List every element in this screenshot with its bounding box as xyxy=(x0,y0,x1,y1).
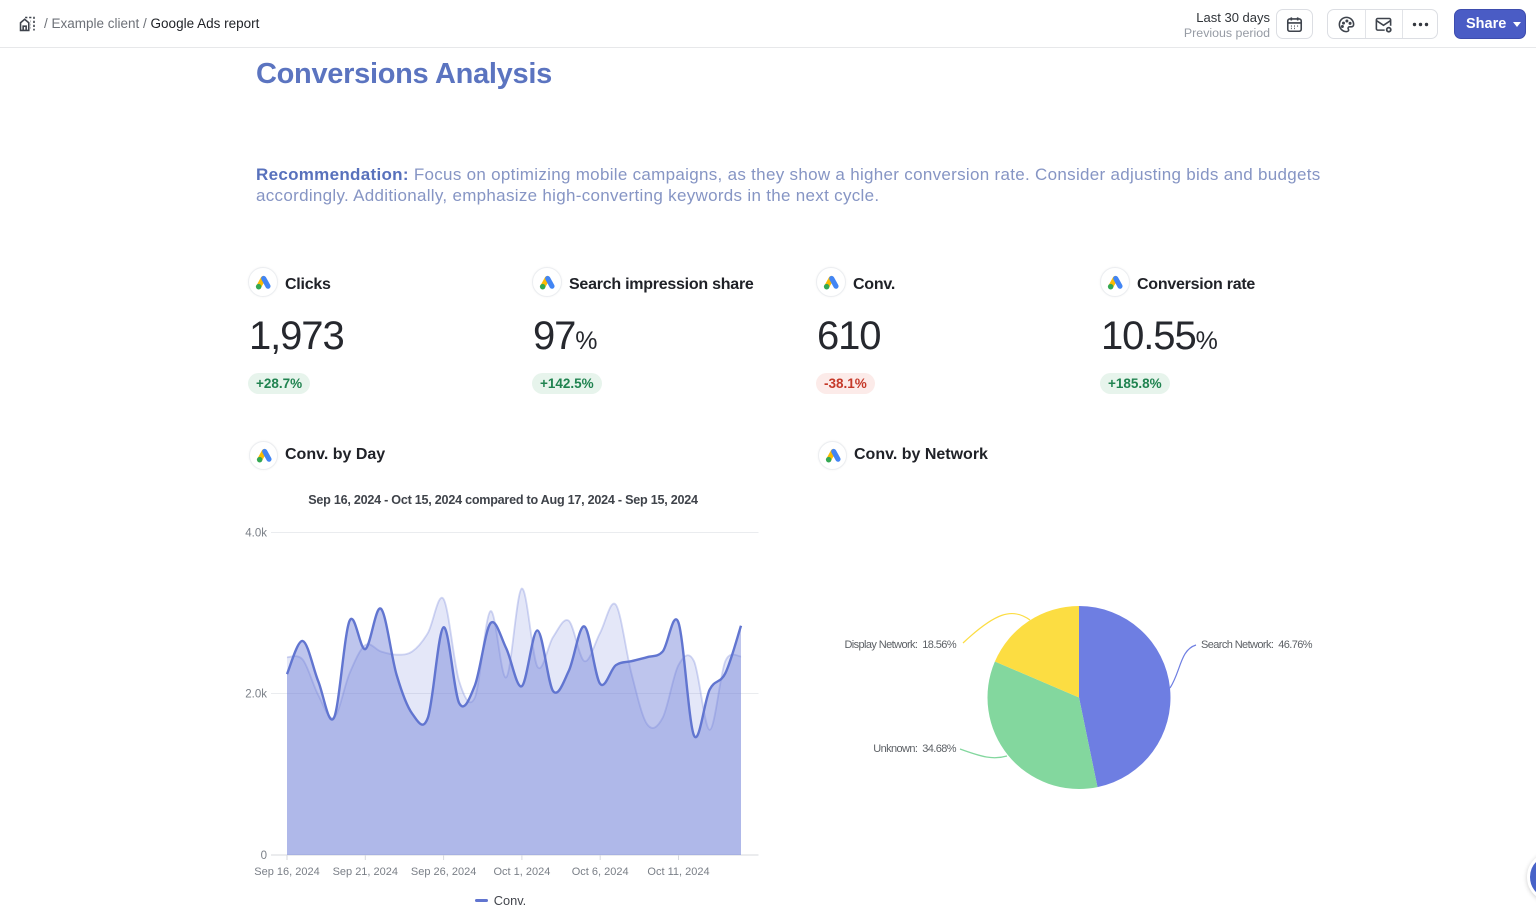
svg-text:Display Network: 18.56%: Display Network: 18.56% xyxy=(844,639,956,651)
svg-text:0: 0 xyxy=(261,850,267,862)
svg-text:Sep 26, 2024: Sep 26, 2024 xyxy=(411,866,476,878)
svg-text:Oct 11, 2024: Oct 11, 2024 xyxy=(647,866,709,878)
svg-text:Sep 16, 2024: Sep 16, 2024 xyxy=(254,866,319,878)
svg-text:Oct 1, 2024: Oct 1, 2024 xyxy=(493,866,550,878)
svg-text:Search Network: 46.76%: Search Network: 46.76% xyxy=(1201,639,1313,651)
svg-text:4.0k: 4.0k xyxy=(245,528,267,540)
svg-text:2.0k: 2.0k xyxy=(245,689,267,701)
svg-text:Sep 21, 2024: Sep 21, 2024 xyxy=(333,866,398,878)
svg-text:Unknown: 34.68%: Unknown: 34.68% xyxy=(873,743,957,755)
svg-text:Oct 6, 2024: Oct 6, 2024 xyxy=(572,866,629,878)
